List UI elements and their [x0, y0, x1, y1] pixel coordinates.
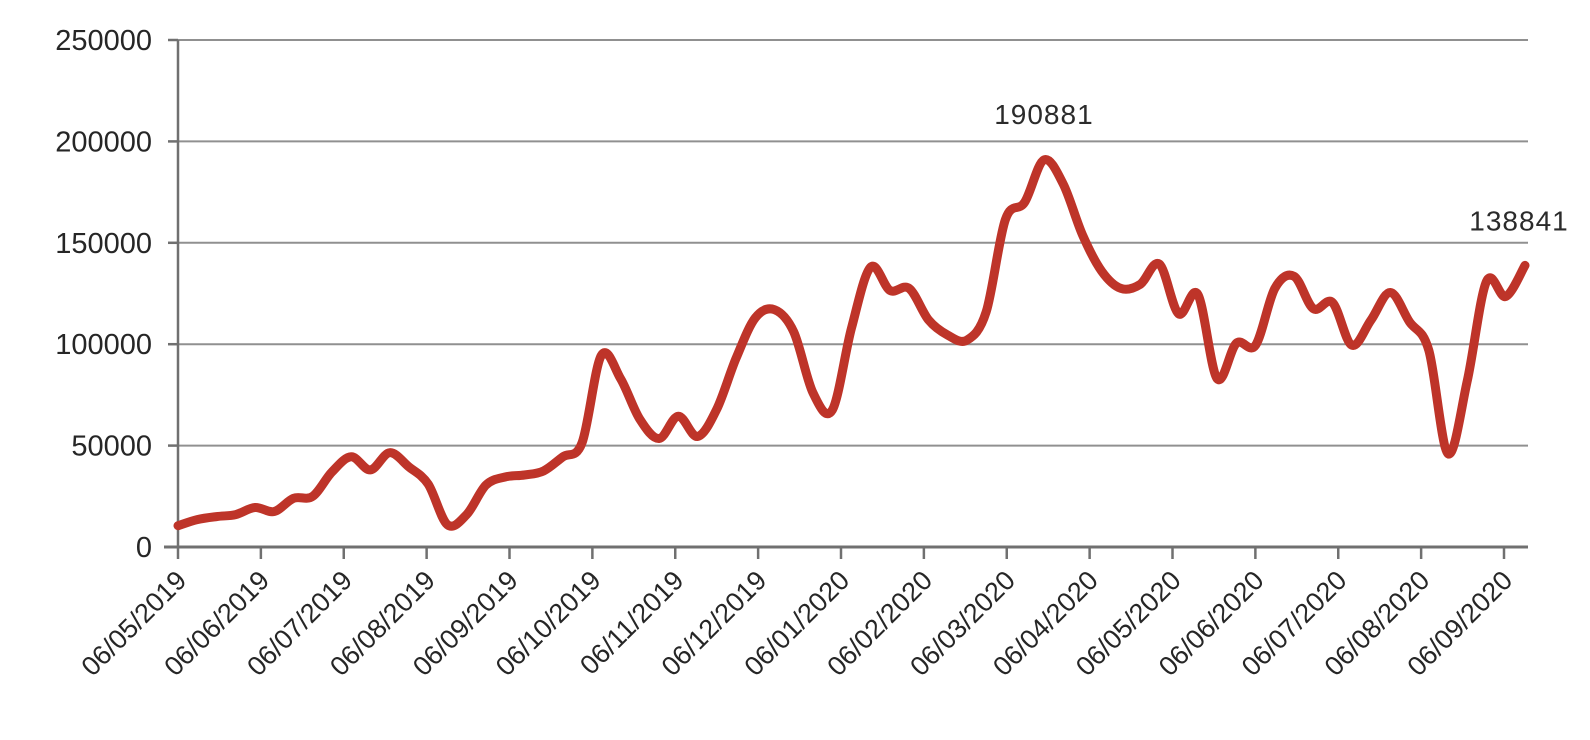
peak-value-label: 190881	[994, 99, 1093, 130]
y-axis-tick-label: 0	[136, 532, 152, 564]
last-value-label: 138841	[1469, 205, 1568, 236]
series-line	[173, 155, 1530, 531]
gridlines-layer	[178, 39, 1528, 447]
y-axis-tick-label: 50000	[71, 431, 152, 463]
axes-layer	[164, 38, 1528, 559]
y-axis-labels: 0 50000 100000 150000 200000 250000	[55, 25, 152, 564]
y-axis-tick-label: 100000	[55, 329, 152, 361]
y-axis-tick-label: 250000	[55, 25, 152, 57]
y-axis-tick-label: 150000	[55, 228, 152, 260]
x-axis-labels: 06/05/201906/06/201906/07/201906/08/2019…	[75, 565, 1518, 682]
y-axis-tick-label: 200000	[55, 126, 152, 158]
